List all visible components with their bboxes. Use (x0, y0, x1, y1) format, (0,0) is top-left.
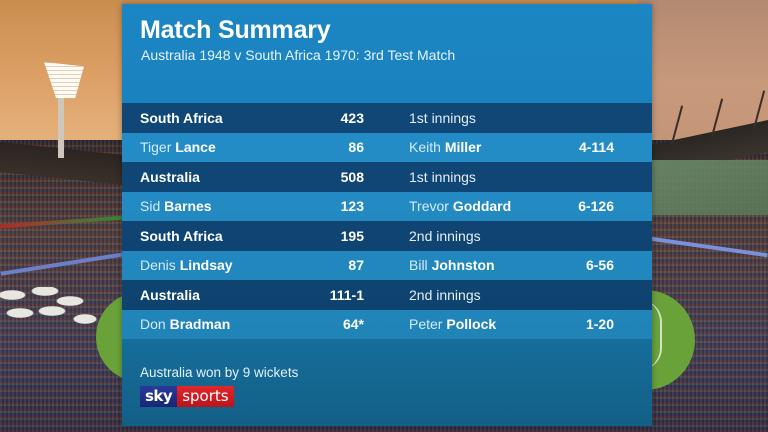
match-result: Australia won by 9 wickets (140, 365, 299, 380)
batter-runs: 86 (348, 139, 364, 156)
bowler-last-name: Goddard (452, 198, 512, 215)
top-batter: Denis Lindsay (140, 257, 233, 273)
team-name: Australia (140, 286, 200, 303)
top-performers-row: Denis Lindsay 87 Bill Johnston 6-56 (122, 250, 652, 280)
batter-first-name: Tiger (140, 139, 172, 156)
batter-last-name: Barnes (164, 198, 212, 215)
bowler-last-name: Johnston (431, 257, 495, 274)
batter-first-name: Don (140, 316, 166, 333)
batter-runs: 87 (348, 257, 364, 274)
sky-right (638, 0, 768, 140)
team-innings-row: South Africa 195 2nd innings (122, 221, 652, 251)
innings-label: 1st innings (409, 109, 476, 126)
bowling-figures: 4-114 (578, 139, 614, 156)
team-name: South Africa (140, 109, 223, 126)
team-score: 423 (340, 109, 364, 126)
batter-last-name: Bradman (169, 316, 231, 333)
sky-sports-logo: sky sports (140, 386, 234, 407)
logo-sports-text: sports (177, 386, 234, 407)
team-score: 508 (340, 168, 364, 185)
bowling-figures: 6-126 (578, 198, 614, 215)
team-name: Australia (140, 168, 200, 185)
top-performers-row: Don Bradman 64* Peter Pollock 1-20 (122, 309, 652, 339)
top-batter: Sid Barnes (140, 198, 212, 214)
bowler-last-name: Miller (444, 139, 482, 156)
scorecard-table: South Africa 423 1st innings Tiger Lance… (122, 103, 652, 339)
green-seating (652, 160, 768, 215)
floodlight-pole (58, 98, 64, 158)
team-innings-row: South Africa 423 1st innings (122, 103, 652, 133)
bowler-first-name: Keith (409, 139, 441, 156)
team-innings-row: Australia 508 1st innings (122, 162, 652, 192)
innings-label: 1st innings (409, 168, 476, 185)
team-score: 195 (340, 227, 364, 244)
innings-label: 2nd innings (409, 286, 481, 303)
page-title: Match Summary (140, 16, 331, 44)
top-bowler: Bill Johnston (409, 257, 495, 273)
batter-first-name: Sid (140, 198, 161, 215)
team-name: South Africa (140, 227, 223, 244)
bowler-first-name: Bill (409, 257, 428, 274)
bowling-figures: 6-56 (585, 257, 614, 274)
bowler-first-name: Trevor (409, 198, 449, 215)
batter-runs: 64* (342, 316, 364, 333)
team-innings-row: Australia 111-1 2nd innings (122, 280, 652, 310)
batter-last-name: Lance (175, 139, 216, 156)
batter-first-name: Denis (140, 257, 176, 274)
batter-last-name: Lindsay (179, 257, 233, 274)
top-bowler: Trevor Goddard (409, 198, 511, 214)
bowler-last-name: Pollock (446, 316, 497, 333)
innings-label: 2nd innings (409, 227, 481, 244)
bowler-first-name: Peter (409, 316, 443, 333)
match-summary-panel: Match Summary Australia 1948 v South Afr… (122, 4, 652, 426)
top-batter: Don Bradman (140, 316, 230, 332)
team-score: 111-1 (329, 286, 364, 303)
top-performers-row: Sid Barnes 123 Trevor Goddard 6-126 (122, 191, 652, 221)
top-bowler: Peter Pollock (409, 316, 496, 332)
top-bowler: Keith Miller (409, 139, 481, 155)
top-batter: Tiger Lance (140, 139, 216, 155)
bowling-figures: 1-20 (585, 316, 614, 333)
top-performers-row: Tiger Lance 86 Keith Miller 4-114 (122, 132, 652, 162)
match-subtitle: Australia 1948 v South Africa 1970: 3rd … (141, 47, 456, 63)
logo-sky-text: sky (140, 386, 178, 407)
batter-runs: 123 (340, 198, 364, 215)
